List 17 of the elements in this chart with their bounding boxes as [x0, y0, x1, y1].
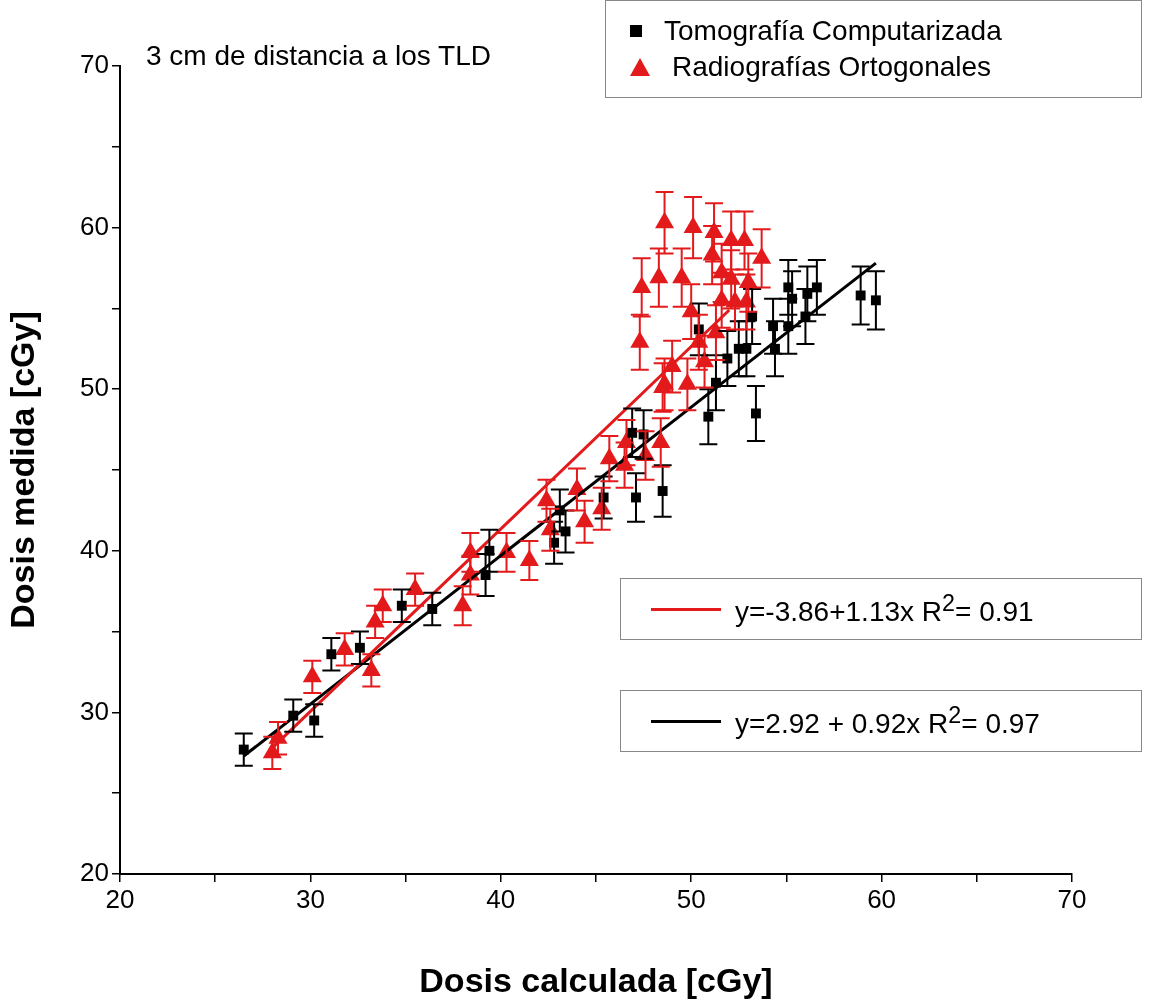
x-axis-title: Dosis calculada [cGy] [419, 960, 773, 999]
y-tick-label: 40 [80, 533, 109, 564]
legend-label: Radiografías Ortogonales [672, 51, 992, 83]
y-axis-title: Dosis medida [cGy] [2, 311, 41, 629]
y-tick-label: 70 [80, 49, 109, 80]
y-tick-label: 60 [80, 210, 109, 241]
annotation: 3 cm de distancia a los TLD [146, 40, 491, 72]
x-tick-label: 40 [486, 883, 516, 914]
legend-label: y=-3.86+1.13x R$^{2}$= 0.91 [735, 589, 1034, 629]
x-tick-label: 60 [867, 883, 897, 914]
x-tick-label: 30 [295, 883, 325, 914]
legend-label: y=2.92 + 0.92x R$^{2}$= 0.97 [735, 701, 1040, 741]
legend-label: Tomografía Computarizada [664, 15, 1002, 47]
x-tick-label: 50 [676, 883, 706, 914]
y-tick-label: 30 [80, 695, 109, 726]
x-tick-label: 70 [1057, 883, 1087, 914]
y-tick-label: 50 [80, 372, 109, 403]
